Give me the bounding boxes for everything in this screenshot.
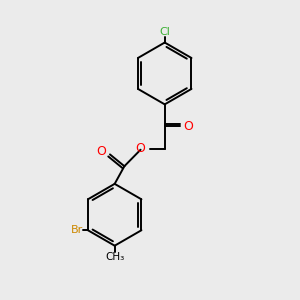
Text: O: O — [96, 145, 106, 158]
Text: O: O — [183, 120, 193, 133]
Text: O: O — [135, 142, 145, 155]
Text: Cl: Cl — [159, 27, 170, 37]
Text: CH₃: CH₃ — [105, 252, 124, 262]
Text: Br: Br — [71, 225, 83, 235]
